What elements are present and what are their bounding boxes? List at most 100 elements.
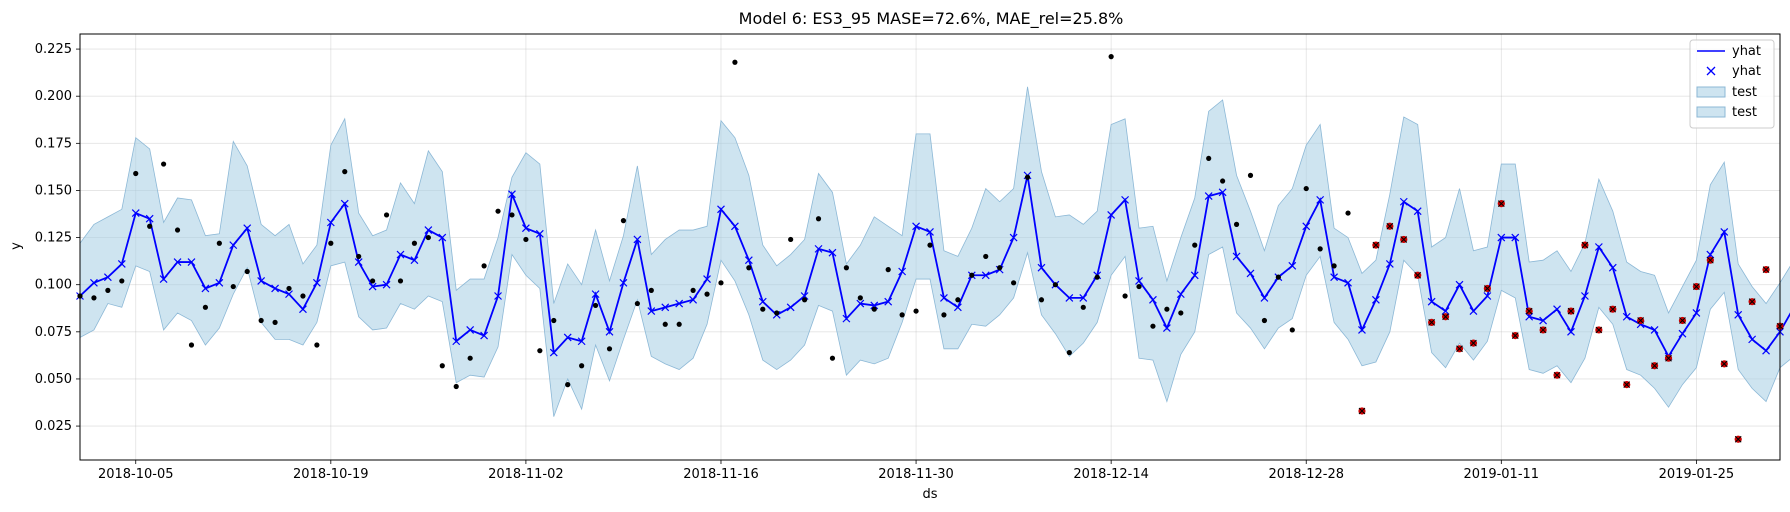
observed-point: [760, 306, 766, 312]
test-point-marker: [1623, 381, 1631, 388]
observed-point: [718, 280, 724, 286]
observed-point: [941, 312, 947, 318]
observed-point: [1052, 282, 1059, 288]
yhat-marker: [229, 241, 238, 250]
observed-point: [383, 212, 390, 218]
yhat-marker: [396, 250, 405, 259]
observed-point: [1247, 172, 1254, 178]
y-tick-label: 0.100: [35, 278, 72, 293]
yhat-marker: [912, 222, 920, 231]
yhat-marker: [1734, 310, 1743, 319]
y-axis-ticks: 0.025 0.050 0.075 0.100 0.125 0.150 0.175 0.200…: [35, 42, 80, 434]
y-axis-label: y: [9, 242, 24, 250]
yhat-marker: [926, 227, 934, 236]
observed-point: [119, 278, 125, 284]
yhat-marker: [1344, 278, 1352, 287]
yhat-marker: [1497, 233, 1506, 242]
yhat-marker: [591, 290, 600, 299]
test-point-marker: [1511, 332, 1519, 339]
yhat-marker: [201, 284, 210, 293]
yhat-marker: [884, 297, 893, 306]
yhat-marker: [744, 256, 753, 265]
observed-point: [829, 355, 836, 361]
observed-point: [885, 267, 891, 273]
yhat-marker: [103, 273, 112, 282]
observed-point: [1275, 274, 1281, 280]
observed-point: [774, 310, 780, 316]
yhat-marker: [856, 299, 865, 308]
observed-point: [1178, 310, 1184, 316]
yhat-marker: [717, 205, 725, 214]
observed-point: [91, 295, 97, 301]
observed-point: [579, 363, 585, 369]
observed-point: [147, 223, 153, 229]
legend-label-yhat-line: yhat: [1732, 44, 1761, 59]
observed-point: [746, 265, 752, 271]
observed-point: [983, 253, 989, 260]
observed-point: [286, 285, 292, 292]
observed-point: [927, 242, 933, 248]
observed-point: [1150, 323, 1156, 329]
observed-points: [77, 54, 1351, 390]
observed-point: [244, 268, 250, 275]
yhat-marker: [131, 209, 140, 217]
observed-point: [969, 272, 975, 278]
observed-point: [397, 278, 404, 284]
chart-title: Model 6: ES3_95 MASE=72.6%, MAE_rel=25.8…: [739, 9, 1124, 29]
yhat-marker: [535, 229, 544, 238]
test-point-marker: [1372, 241, 1380, 249]
yhat-marker: [1218, 188, 1227, 197]
observed-point: [815, 216, 822, 222]
test-point-marker: [1734, 435, 1742, 443]
yhat-marker: [1371, 295, 1380, 304]
y-tick-label: 0.025: [35, 419, 72, 434]
observed-point: [1192, 242, 1198, 248]
observed-point: [732, 59, 738, 65]
yhat-marker: [187, 258, 196, 267]
yhat-marker: [1246, 269, 1255, 278]
observed-point: [105, 287, 111, 293]
yhat-marker: [1009, 233, 1018, 242]
test-point-marker: [1553, 371, 1561, 379]
yhat-marker: [1176, 290, 1185, 299]
x-axis-label: ds: [922, 487, 937, 502]
yhat-marker: [1079, 293, 1088, 302]
legend-label-yhat-marker: yhat: [1732, 64, 1761, 79]
yhat-marker: [1162, 324, 1171, 332]
test-point-marker: [1679, 317, 1686, 324]
observed-point: [342, 169, 348, 175]
yhat-marker: [828, 248, 837, 257]
yhat-marker: [1330, 273, 1339, 282]
yhat-marker: [368, 282, 377, 291]
yhat-marker: [730, 222, 739, 231]
yhat-series: [79, 175, 1790, 359]
yhat-marker: [271, 284, 280, 293]
observed-point: [676, 321, 682, 327]
legend-x-marker-swatch: [1706, 66, 1716, 76]
observed-point: [495, 208, 501, 214]
yhat-marker: [1762, 346, 1770, 355]
test-point-marker: [1484, 285, 1491, 292]
yhat-marker: [1260, 293, 1269, 302]
yhat-marker: [981, 271, 990, 280]
observed-point: [1317, 246, 1323, 252]
observed-point: [843, 265, 849, 271]
yhat-marker: [661, 303, 670, 312]
observed-point: [606, 346, 613, 352]
yhat-marker: [619, 278, 628, 287]
test-point-marker: [1567, 307, 1575, 315]
observed-point: [161, 161, 167, 167]
test-point-marker: [1693, 283, 1700, 290]
observed-point: [1108, 54, 1114, 60]
yhat-marker: [243, 224, 252, 233]
observed-point: [1094, 274, 1100, 280]
x-tick-label: 2018-10-05: [98, 467, 174, 482]
yhat-marker: [1316, 195, 1325, 204]
y-tick-label: 0.150: [35, 183, 72, 198]
legend-label-test-1: test: [1732, 85, 1757, 100]
yhat-marker: [1539, 316, 1548, 325]
y-tick-label: 0.075: [35, 325, 72, 340]
yhat-marker: [1441, 307, 1450, 316]
yhat-marker: [1567, 327, 1575, 336]
observed-point: [509, 212, 515, 218]
